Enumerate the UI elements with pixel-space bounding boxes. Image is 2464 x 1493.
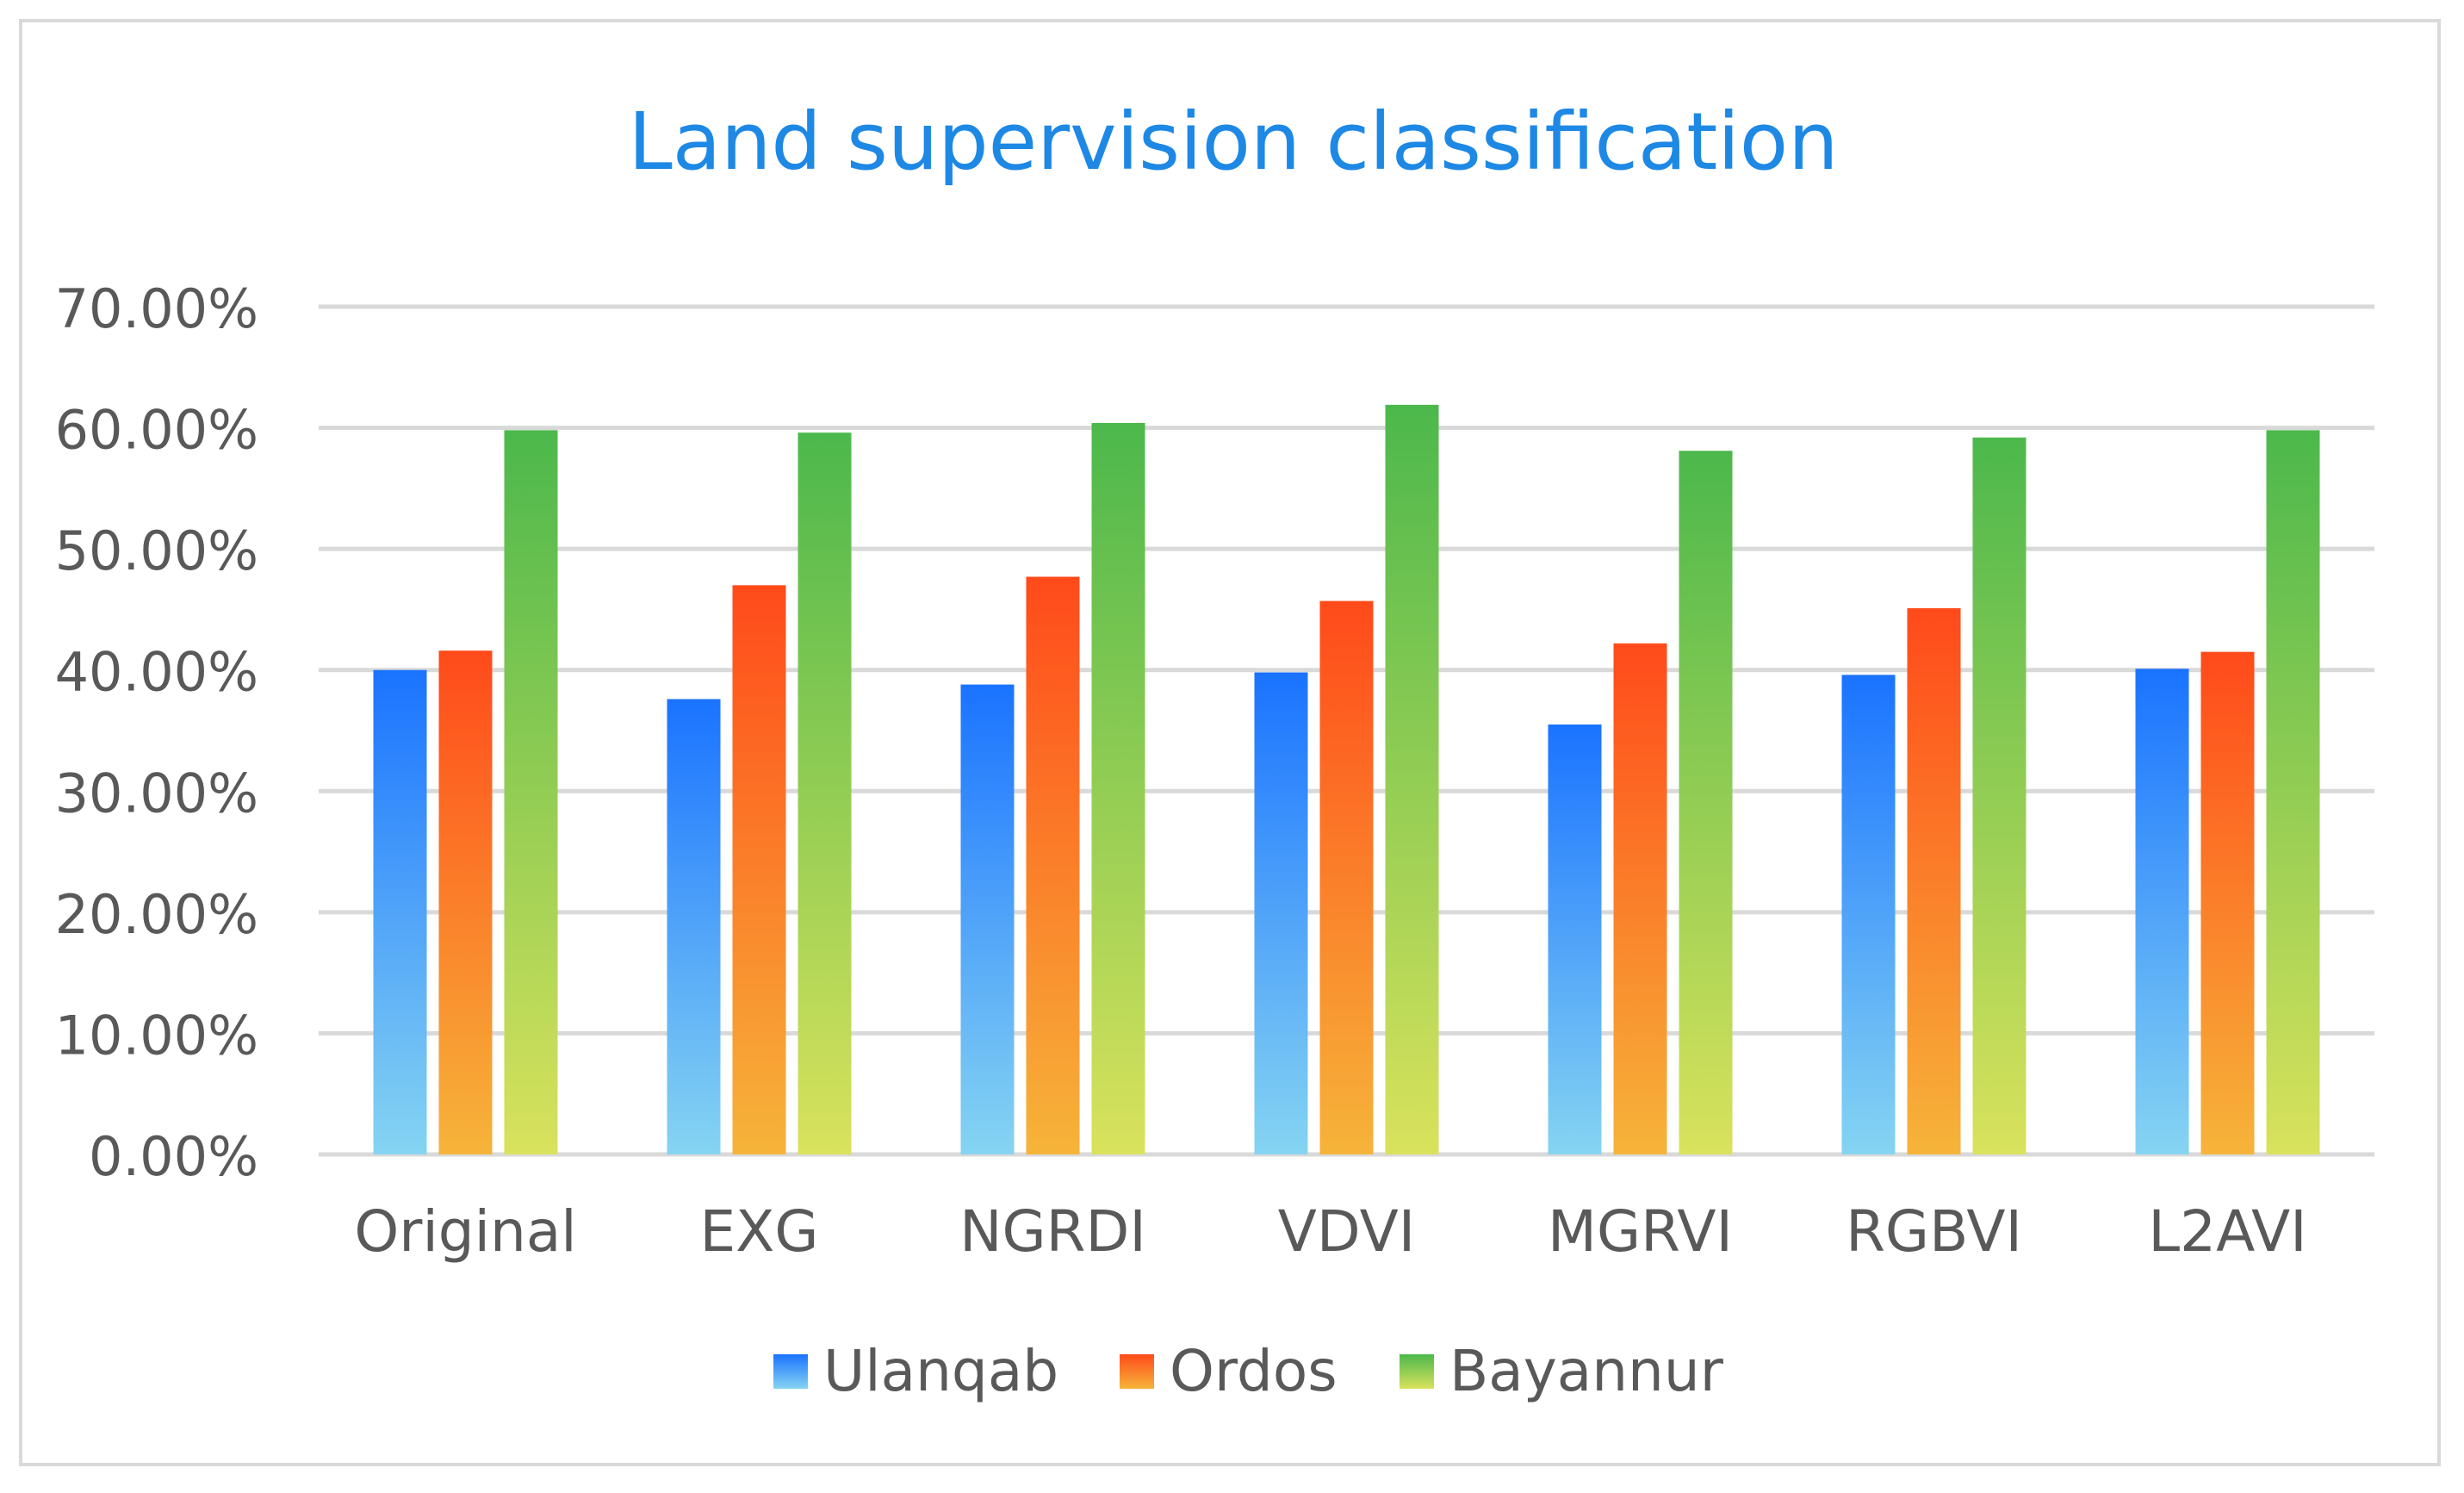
legend: Ulanqab Ordos Bayannur <box>773 1338 1724 1404</box>
bars <box>373 404 2320 1155</box>
bar-ordos-original <box>438 650 493 1154</box>
y-tick-label: 70.00% <box>55 277 258 340</box>
bar-bayannur-vdvi <box>1385 404 1439 1154</box>
bar-ulanqab-mgrvi <box>1548 724 1602 1154</box>
bar-bayannur-original <box>504 430 558 1155</box>
bar-ulanqab-rgbvi <box>1841 675 1896 1154</box>
y-axis-ticks: 0.00% 10.00% 20.00% 30.00% 40.00% 50.00% 60.00… <box>55 277 258 1188</box>
bar-ulanqab-original <box>373 669 427 1154</box>
x-tick-label: VDVI <box>1278 1198 1415 1265</box>
y-tick-label: 50.00% <box>55 519 258 582</box>
bar-ordos-ngrdi <box>1026 576 1080 1154</box>
bar-ulanqab-vdvi <box>1254 672 1308 1154</box>
bar-bayannur-l2avi <box>2266 430 2320 1155</box>
x-tick-label: Original <box>354 1198 576 1265</box>
y-tick-label: 0.00% <box>89 1125 258 1188</box>
bar-bayannur-ngrdi <box>1091 422 1145 1154</box>
x-tick-label: EXG <box>699 1198 818 1265</box>
bar-bayannur-mgrvi <box>1679 451 1733 1154</box>
y-tick-label: 30.00% <box>55 762 258 824</box>
y-tick-label: 10.00% <box>55 1004 258 1067</box>
bar-ordos-l2avi <box>2200 651 2255 1154</box>
y-tick-label: 20.00% <box>55 883 258 946</box>
bar-bayannur-rgbvi <box>1972 437 2026 1154</box>
chart-title: Land supervision classification <box>628 96 1838 188</box>
legend-label-ulanqab: Ulanqab <box>823 1338 1058 1404</box>
legend-swatch-bayannur <box>1400 1354 1434 1389</box>
x-tick-label: NGRDI <box>959 1198 1146 1265</box>
x-tick-label: L2AVI <box>2148 1198 2306 1265</box>
y-tick-label: 60.00% <box>55 399 258 462</box>
bar-ordos-rgbvi <box>1907 608 1961 1154</box>
bar-ordos-vdvi <box>1319 600 1374 1154</box>
x-axis-ticks: Original EXG NGRDI VDVI MGRVI RGBVI L2AVI <box>354 1198 2306 1265</box>
bar-ordos-exg <box>732 585 786 1154</box>
legend-swatch-ordos <box>1120 1354 1154 1389</box>
bar-ulanqab-exg <box>667 699 721 1154</box>
legend-label-ordos: Ordos <box>1170 1338 1338 1404</box>
bar-ordos-mgrvi <box>1613 643 1667 1154</box>
legend-swatch-ulanqab <box>773 1354 808 1389</box>
bar-bayannur-exg <box>798 432 852 1154</box>
x-tick-label: RGBVI <box>1846 1198 2022 1265</box>
bar-ulanqab-ngrdi <box>960 684 1015 1154</box>
x-tick-label: MGRVI <box>1548 1198 1733 1265</box>
bar-ulanqab-l2avi <box>2135 669 2189 1154</box>
y-tick-label: 40.00% <box>55 641 258 704</box>
legend-label-bayannur: Bayannur <box>1449 1338 1724 1404</box>
